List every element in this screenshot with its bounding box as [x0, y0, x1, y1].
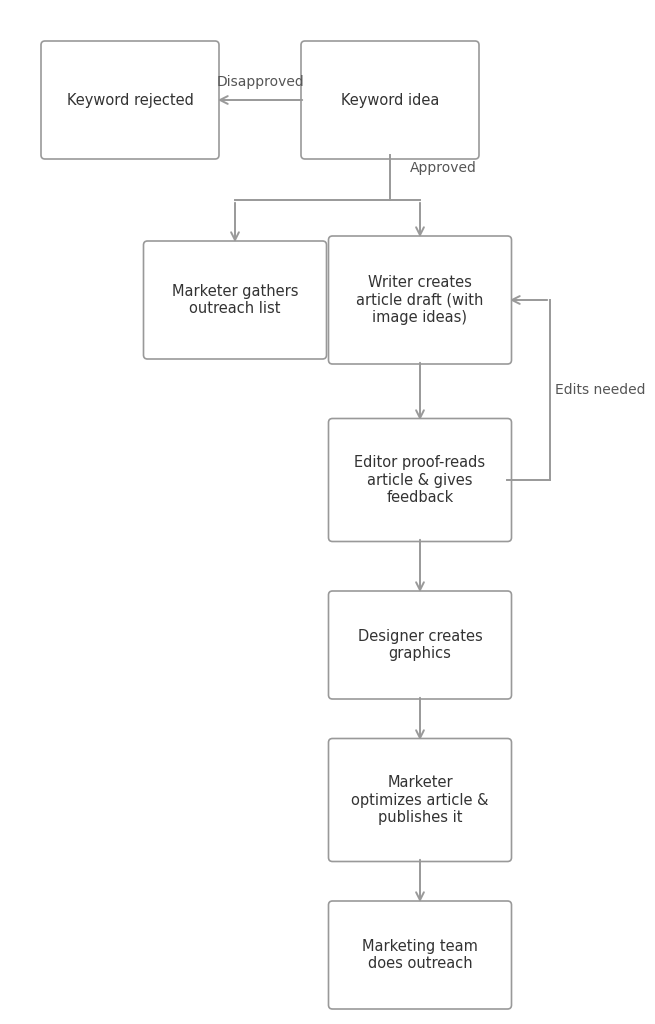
FancyBboxPatch shape: [329, 591, 512, 699]
Text: Editor proof-reads
article & gives
feedback: Editor proof-reads article & gives feedb…: [354, 455, 485, 505]
Text: Marketer
optimizes article &
publishes it: Marketer optimizes article & publishes i…: [351, 775, 489, 825]
FancyBboxPatch shape: [329, 901, 512, 1009]
Text: Marketing team
does outreach: Marketing team does outreach: [362, 939, 478, 971]
Text: Keyword idea: Keyword idea: [341, 92, 440, 108]
Text: Disapproved: Disapproved: [216, 75, 304, 89]
Text: Writer creates
article draft (with
image ideas): Writer creates article draft (with image…: [356, 275, 483, 325]
FancyBboxPatch shape: [329, 738, 512, 861]
Text: Approved: Approved: [410, 161, 477, 175]
FancyBboxPatch shape: [41, 41, 219, 159]
FancyBboxPatch shape: [329, 419, 512, 542]
Text: Marketer gathers
outreach list: Marketer gathers outreach list: [172, 284, 298, 316]
FancyBboxPatch shape: [301, 41, 479, 159]
Text: Designer creates
graphics: Designer creates graphics: [358, 629, 482, 662]
FancyBboxPatch shape: [329, 236, 512, 364]
Text: Edits needed: Edits needed: [555, 383, 645, 397]
Text: Keyword rejected: Keyword rejected: [67, 92, 193, 108]
FancyBboxPatch shape: [143, 241, 326, 359]
